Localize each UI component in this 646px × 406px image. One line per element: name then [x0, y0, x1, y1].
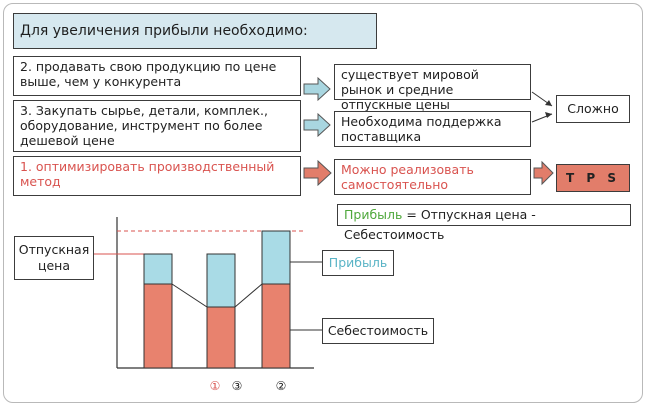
profit-label-box: Прибыль	[322, 250, 394, 276]
cost-trend-line	[171, 283, 263, 308]
formula-profit: Прибыль	[344, 207, 403, 222]
outcome-text-market: существует мировой рынок и средние отпус…	[341, 67, 479, 112]
diagram-frame: Для увеличения прибыли необходимо: 2. пр…	[3, 3, 643, 403]
bar-label-3: ③	[231, 379, 243, 393]
profit-label-text: Прибыль	[328, 255, 388, 270]
title-box: Для увеличения прибыли необходимо:	[13, 13, 377, 49]
price-label-box: Отпускная цена	[14, 236, 94, 280]
option-box-3: 3. Закупать сырье, детали, комплек., обо…	[13, 100, 301, 152]
cost-label-box: Себестоимость	[322, 318, 434, 344]
difficult-text: Сложно	[567, 101, 619, 116]
diagram-graphics	[94, 76, 554, 369]
bar3-cost	[206, 306, 236, 369]
bar1-profit	[143, 253, 173, 285]
title-text: Для увеличения прибыли необходимо:	[20, 23, 308, 39]
bar-label-2: ②	[275, 379, 287, 393]
tps-text: T P S	[566, 171, 620, 185]
cost-label-text: Себестоимость	[327, 323, 429, 338]
outcome-box-self: Можно реализовать самостоятельно	[334, 159, 531, 195]
option-text-2: 2. продавать свою продукцию по цене выше…	[20, 59, 277, 89]
outcome-box-market: существует мировой рынок и средние отпус…	[334, 64, 531, 112]
bar3-profit	[206, 253, 236, 308]
tps-box: T P S	[556, 164, 630, 192]
outcome-text-supplier: Необходима поддержка поставщика	[341, 114, 502, 144]
bar2-profit	[261, 230, 291, 285]
difficult-box: Сложно	[556, 95, 630, 123]
arrowhead-supplier-icon	[545, 112, 552, 118]
arrow-option3-icon	[303, 112, 331, 138]
arrow-option1-icon	[303, 159, 332, 187]
arrow-tps-icon	[533, 160, 554, 186]
arrowhead-market-icon	[545, 100, 552, 106]
outcome-box-supplier: Необходима поддержка поставщика	[334, 111, 531, 147]
bar1-cost	[143, 283, 173, 369]
option-box-1: 1. оптимизировать производственный метод	[13, 156, 301, 196]
option-text-1: 1. оптимизировать производственный метод	[20, 159, 275, 189]
bar2-cost	[261, 283, 291, 369]
formula-box: Прибыль = Отпускная цена - Себестоимость	[337, 204, 631, 242]
option-text-3: 3. Закупать сырье, детали, комплек., обо…	[20, 103, 268, 148]
option-box-2: 2. продавать свою продукцию по цене выше…	[13, 56, 301, 96]
price-label-text: Отпускная цена	[18, 242, 90, 273]
arrow-option2-icon	[303, 76, 331, 102]
outcome-text-self: Можно реализовать самостоятельно	[341, 162, 474, 192]
bar-label-1: ①	[209, 379, 221, 393]
formula-rest: = Отпускная цена - Себестоимость	[344, 207, 536, 242]
